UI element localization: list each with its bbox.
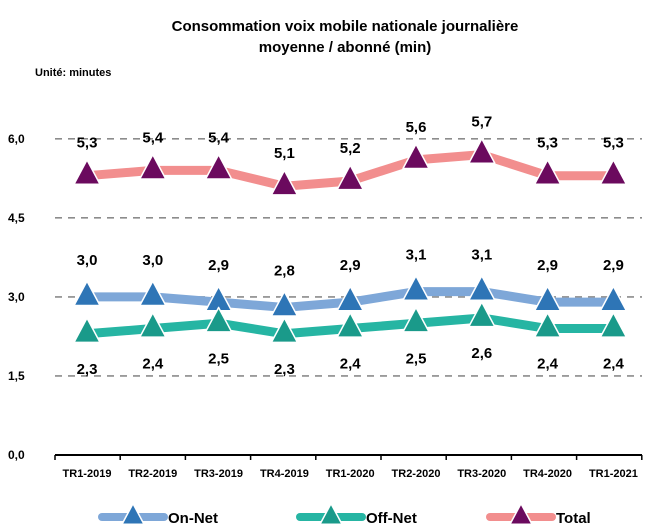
chart-title-line2: moyenne / abonné (min) xyxy=(259,39,432,56)
marker-off-net xyxy=(468,301,496,328)
marker-off-net xyxy=(139,311,167,338)
data-label-total: 5,3 xyxy=(603,135,624,152)
marker-total xyxy=(204,153,233,180)
unit-label: Unité: minutes xyxy=(35,67,111,79)
data-label-on-net: 3,0 xyxy=(77,252,98,269)
legend: On-Net Off-Net Total xyxy=(98,502,591,527)
marker-total xyxy=(468,138,496,164)
data-label-total: 5,7 xyxy=(471,114,492,131)
data-label-on-net: 3,1 xyxy=(471,247,492,264)
y-tick-label: 3,0 xyxy=(8,290,25,304)
data-label-off-net: 2,4 xyxy=(340,356,362,373)
marker-off-net xyxy=(599,311,628,338)
data-label-off-net: 2,5 xyxy=(406,350,427,367)
data-labels: 3,0 3,0 2,9 2,8 2,9 3,1 3,1 2,9 2,9 2,3 2,4 2,5 2,3 2… xyxy=(77,114,625,378)
data-label-total: 5,1 xyxy=(274,145,295,162)
marker-off-net xyxy=(270,317,299,344)
marker-on-net xyxy=(336,285,364,312)
data-label-on-net: 2,9 xyxy=(603,257,624,274)
marker-off-net xyxy=(402,306,430,333)
x-tick-label: TR1-2021 xyxy=(589,468,638,480)
data-label-on-net: 3,0 xyxy=(142,252,163,269)
legend-marker-on-net xyxy=(121,502,145,526)
x-tick-label: TR4-2020 xyxy=(523,468,572,480)
y-tick-label: 6,0 xyxy=(8,132,25,146)
axes: 0,0 1,5 3,0 4,5 6,0 TR1-2019 TR2-2019 TR3-2019 T… xyxy=(8,132,643,480)
marker-off-net xyxy=(73,317,101,344)
legend-label-total: Total xyxy=(556,510,591,527)
marker-on-net xyxy=(402,275,430,301)
marker-total xyxy=(139,153,167,180)
x-tick-label: TR2-2020 xyxy=(392,468,441,480)
data-label-total: 5,4 xyxy=(208,129,230,146)
marker-total xyxy=(402,143,430,170)
marker-on-net xyxy=(270,290,299,317)
data-label-off-net: 2,3 xyxy=(77,361,98,378)
data-label-total: 5,3 xyxy=(77,135,98,152)
marker-total xyxy=(270,169,299,196)
data-label-on-net: 2,8 xyxy=(274,262,295,279)
marker-on-net xyxy=(468,275,496,301)
x-tick-label: TR1-2020 xyxy=(326,468,375,480)
marker-off-net xyxy=(204,306,233,333)
data-label-off-net: 2,3 xyxy=(274,361,295,378)
x-tick-label: TR3-2020 xyxy=(457,468,506,480)
marker-total xyxy=(533,159,562,186)
marker-on-net xyxy=(533,285,562,312)
data-label-total: 5,2 xyxy=(340,140,361,157)
x-tick-label: TR2-2019 xyxy=(128,468,177,480)
data-label-on-net: 2,9 xyxy=(340,257,361,274)
marker-total xyxy=(599,159,628,186)
marker-on-net xyxy=(139,280,167,307)
marker-off-net xyxy=(336,311,364,338)
legend-marker-total xyxy=(509,502,533,526)
marker-total xyxy=(73,159,101,186)
data-label-off-net: 2,5 xyxy=(208,350,229,367)
marker-on-net xyxy=(599,285,628,312)
data-label-total: 5,3 xyxy=(537,135,558,152)
marker-off-net xyxy=(533,311,562,338)
legend-marker-off-net xyxy=(319,502,343,526)
y-tick-label: 1,5 xyxy=(8,369,25,383)
data-label-total: 5,6 xyxy=(406,119,427,136)
marker-on-net xyxy=(73,280,101,307)
chart-title-line1: Consommation voix mobile nationale journ… xyxy=(172,18,519,35)
marker-total xyxy=(336,164,364,191)
x-tick-label: TR1-2019 xyxy=(63,468,112,480)
data-label-off-net: 2,4 xyxy=(603,356,625,373)
legend-label-off-net: Off-Net xyxy=(366,510,417,527)
data-label-on-net: 2,9 xyxy=(208,257,229,274)
y-tick-label: 0,0 xyxy=(8,448,25,462)
data-label-off-net: 2,4 xyxy=(142,356,164,373)
y-tick-label: 4,5 xyxy=(8,211,25,225)
data-label-off-net: 2,4 xyxy=(537,356,559,373)
x-tick-label: TR4-2019 xyxy=(260,468,309,480)
data-label-on-net: 3,1 xyxy=(406,247,427,264)
data-label-off-net: 2,6 xyxy=(471,345,492,362)
legend-label-on-net: On-Net xyxy=(168,510,218,527)
series-layer xyxy=(73,138,628,344)
data-label-total: 5,4 xyxy=(142,129,164,146)
x-tick-label: TR3-2019 xyxy=(194,468,243,480)
data-label-on-net: 2,9 xyxy=(537,257,558,274)
